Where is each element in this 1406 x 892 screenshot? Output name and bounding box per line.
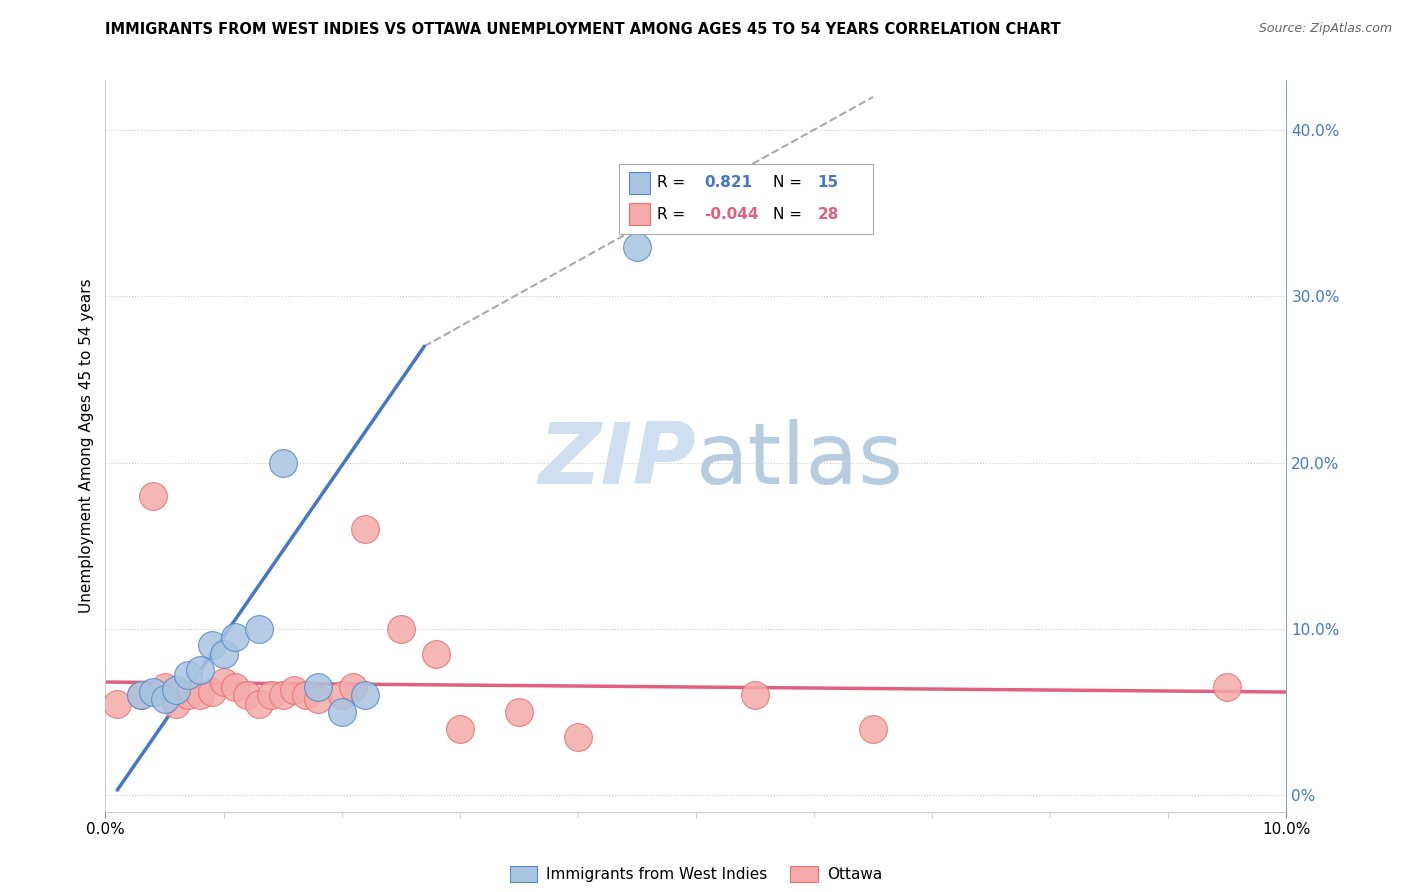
Point (260, 689, 283, 703)
Y-axis label: Unemployment Among Ages 45 to 54 years: Unemployment Among Ages 45 to 54 years (79, 278, 94, 614)
Point (212, 647, 235, 661)
Point (330, 705, 353, 719)
Point (129, 689, 152, 703)
Point (295, 689, 318, 703)
Point (1216, 680, 1239, 694)
Point (224, 680, 246, 694)
Point (177, 689, 200, 703)
Point (271, 689, 294, 703)
FancyBboxPatch shape (628, 203, 650, 225)
Text: -0.044: -0.044 (704, 207, 759, 221)
Text: Source: ZipAtlas.com: Source: ZipAtlas.com (1258, 22, 1392, 36)
Point (389, 622, 412, 636)
Point (744, 689, 766, 703)
Point (354, 522, 377, 536)
Point (165, 697, 187, 711)
Text: 28: 28 (818, 207, 839, 221)
Text: R =: R = (657, 207, 690, 221)
Text: IMMIGRANTS FROM WEST INDIES VS OTTAWA UNEMPLOYMENT AMONG AGES 45 TO 54 YEARS COR: IMMIGRANTS FROM WEST INDIES VS OTTAWA UN… (105, 22, 1062, 37)
Point (201, 685, 224, 699)
Point (236, 689, 259, 703)
Point (271, 456, 294, 470)
Point (247, 697, 270, 711)
Point (165, 683, 187, 698)
Point (425, 647, 447, 661)
Text: R =: R = (657, 175, 690, 190)
Point (626, 239, 648, 253)
Point (330, 689, 353, 703)
Point (283, 683, 305, 698)
Point (129, 689, 152, 703)
Point (567, 730, 589, 744)
Point (201, 639, 224, 653)
Point (862, 722, 884, 736)
Text: atlas: atlas (696, 419, 904, 502)
Point (188, 689, 211, 703)
Point (153, 691, 176, 706)
FancyBboxPatch shape (628, 171, 650, 194)
Text: N =: N = (773, 175, 807, 190)
Point (354, 689, 377, 703)
Point (307, 680, 329, 694)
Text: 15: 15 (818, 175, 839, 190)
Point (142, 489, 165, 503)
Point (105, 697, 128, 711)
Point (508, 705, 530, 719)
Point (188, 664, 211, 678)
Text: N =: N = (773, 207, 807, 221)
Legend: Immigrants from West Indies, Ottawa: Immigrants from West Indies, Ottawa (503, 860, 889, 888)
Point (342, 680, 364, 694)
Point (449, 722, 471, 736)
Text: ZIP: ZIP (538, 419, 696, 502)
Point (177, 668, 200, 682)
Point (153, 680, 176, 694)
FancyBboxPatch shape (619, 164, 873, 234)
Point (224, 630, 246, 644)
Point (142, 685, 165, 699)
Point (212, 675, 235, 690)
Text: 0.821: 0.821 (704, 175, 752, 190)
Point (307, 691, 329, 706)
Point (247, 622, 270, 636)
